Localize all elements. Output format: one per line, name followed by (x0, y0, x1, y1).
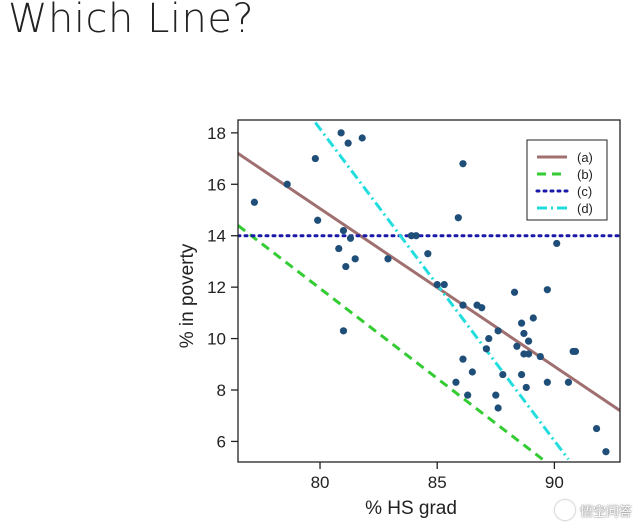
data-point (250, 198, 259, 206)
legend-label: (c) (577, 184, 592, 199)
data-points (250, 129, 610, 456)
data-point (482, 345, 491, 353)
data-point (553, 239, 561, 248)
watermark-text: 悟空问答 (579, 504, 632, 520)
data-point (384, 255, 392, 263)
data-point (592, 424, 601, 433)
data-point (525, 337, 533, 345)
data-point (543, 286, 551, 294)
data-point (424, 250, 432, 258)
data-point (468, 368, 476, 376)
y-tick-label: 12 (207, 278, 226, 297)
data-point (499, 370, 507, 379)
x-tick-label: 85 (428, 473, 447, 492)
data-point (283, 180, 291, 188)
data-point (513, 342, 521, 350)
data-point (339, 226, 348, 235)
data-point (520, 329, 528, 338)
data-point (433, 280, 441, 289)
data-point (494, 327, 502, 335)
data-point (543, 378, 551, 386)
fit-line-b (238, 224, 544, 461)
data-point (412, 232, 420, 240)
x-axis-label: % HS grad (365, 498, 457, 519)
data-point (464, 391, 472, 399)
data-point (494, 404, 502, 412)
data-point (440, 280, 448, 289)
data-point (454, 214, 462, 222)
y-tick-label: 10 (207, 330, 226, 349)
data-point (525, 350, 533, 358)
y-tick-label: 8 (217, 381, 226, 400)
y-tick-label: 14 (207, 227, 226, 246)
y-axis-label: % in poverty (177, 243, 198, 348)
legend-label: (d) (577, 201, 593, 216)
data-point (478, 304, 486, 312)
data-point (459, 301, 467, 309)
y-tick-label: 6 (217, 432, 226, 451)
data-point (311, 154, 319, 163)
watermark: 悟空问答 (554, 500, 632, 520)
legend-label: (a) (577, 150, 593, 165)
data-point (571, 347, 580, 356)
data-point (602, 448, 610, 456)
data-point (358, 134, 366, 142)
data-point (342, 262, 350, 271)
data-point (314, 216, 322, 224)
data-point (346, 234, 355, 242)
data-point (564, 378, 573, 386)
data-point (529, 314, 537, 322)
data-point (536, 352, 544, 361)
data-point (517, 370, 526, 379)
y-tick-label: 16 (207, 175, 226, 194)
slide-title: Which Line? (8, 0, 255, 42)
data-point (517, 319, 526, 327)
data-point (335, 244, 343, 253)
plot-frame (237, 119, 621, 463)
x-tick-label: 90 (545, 473, 564, 492)
data-point (351, 255, 359, 263)
data-point (510, 288, 519, 296)
watermark-logo-icon (554, 500, 575, 520)
y-tick-label: 18 (207, 124, 226, 143)
data-point (485, 334, 493, 343)
data-point (337, 129, 345, 137)
legend: (a) (b) (c) (d) (526, 139, 608, 221)
data-point (459, 355, 467, 363)
data-point (492, 391, 500, 399)
data-point (344, 139, 352, 147)
legend-label: (b) (577, 167, 593, 182)
x-tick-label: 80 (311, 473, 330, 492)
data-point (339, 327, 348, 335)
fit-lines (238, 121, 620, 461)
fit-line-a (238, 152, 620, 412)
data-point (522, 383, 530, 392)
data-point (459, 160, 467, 168)
data-point (452, 378, 460, 386)
